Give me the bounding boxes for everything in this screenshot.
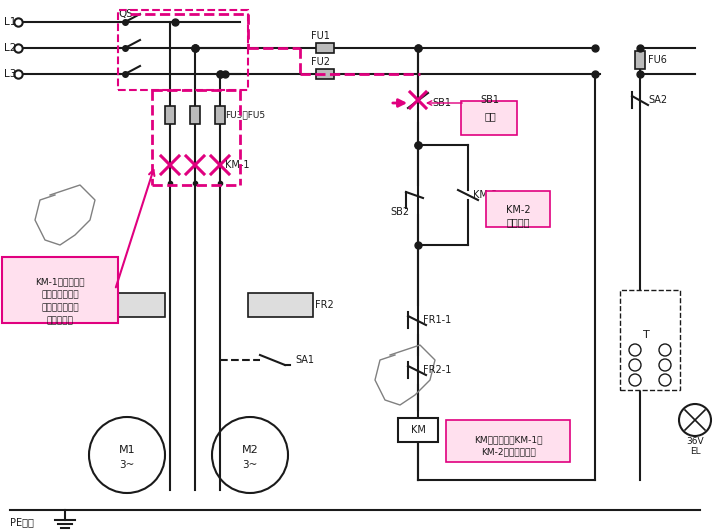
Text: L2: L2 bbox=[4, 43, 17, 53]
Text: 断开: 断开 bbox=[484, 111, 496, 121]
Bar bbox=[190, 106, 200, 124]
Text: FR2-1: FR2-1 bbox=[423, 365, 451, 375]
Text: SB2: SB2 bbox=[390, 207, 409, 217]
Text: KM-2触点相应动作: KM-2触点相应动作 bbox=[481, 448, 536, 457]
Text: SB1: SB1 bbox=[480, 95, 500, 105]
Text: FR1: FR1 bbox=[78, 300, 97, 310]
Text: FU1: FU1 bbox=[310, 31, 330, 41]
Text: KM-1: KM-1 bbox=[225, 160, 250, 170]
Text: FU6: FU6 bbox=[648, 55, 667, 65]
Text: PE接地: PE接地 bbox=[10, 517, 34, 527]
FancyBboxPatch shape bbox=[2, 257, 118, 323]
Text: SA2: SA2 bbox=[648, 95, 667, 105]
Text: 3~: 3~ bbox=[243, 460, 258, 470]
Bar bbox=[316, 43, 334, 53]
FancyBboxPatch shape bbox=[446, 420, 570, 462]
Text: FU3～FU5: FU3～FU5 bbox=[225, 110, 265, 119]
Text: L3: L3 bbox=[4, 69, 17, 79]
Bar bbox=[316, 69, 334, 79]
Text: KM-1复位断开，: KM-1复位断开， bbox=[35, 278, 85, 287]
Text: 36V: 36V bbox=[686, 438, 704, 447]
Text: KM-2: KM-2 bbox=[473, 190, 498, 200]
Text: 停止运转。: 停止运转。 bbox=[47, 316, 73, 326]
Bar bbox=[215, 106, 225, 124]
Bar bbox=[398, 418, 438, 442]
Text: KM-2: KM-2 bbox=[505, 205, 531, 215]
Bar bbox=[248, 293, 313, 317]
Text: 复位断开: 复位断开 bbox=[506, 217, 530, 227]
Text: FU2: FU2 bbox=[310, 57, 330, 67]
Bar bbox=[118, 10, 248, 90]
Text: QS: QS bbox=[119, 9, 133, 19]
Bar bbox=[620, 290, 680, 390]
Text: M1: M1 bbox=[119, 445, 135, 455]
Text: M2: M2 bbox=[242, 445, 258, 455]
FancyBboxPatch shape bbox=[486, 191, 550, 227]
Text: KM线圈失电，KM-1、: KM线圈失电，KM-1、 bbox=[474, 435, 542, 444]
Text: L1: L1 bbox=[4, 17, 17, 27]
Text: SA1: SA1 bbox=[295, 355, 314, 365]
Text: KM: KM bbox=[410, 425, 426, 435]
Text: 3~: 3~ bbox=[120, 460, 135, 470]
Text: FR1-1: FR1-1 bbox=[423, 315, 451, 325]
FancyBboxPatch shape bbox=[461, 101, 517, 135]
Text: T: T bbox=[643, 330, 649, 340]
Bar bbox=[100, 293, 165, 317]
Text: FR2: FR2 bbox=[315, 300, 334, 310]
Text: 电电源，电动机: 电电源，电动机 bbox=[41, 304, 78, 313]
Bar bbox=[165, 106, 175, 124]
Text: 切断电动机的供: 切断电动机的供 bbox=[41, 290, 78, 299]
Text: SB1: SB1 bbox=[432, 98, 451, 108]
Text: EL: EL bbox=[690, 448, 701, 457]
Bar bbox=[635, 51, 645, 69]
